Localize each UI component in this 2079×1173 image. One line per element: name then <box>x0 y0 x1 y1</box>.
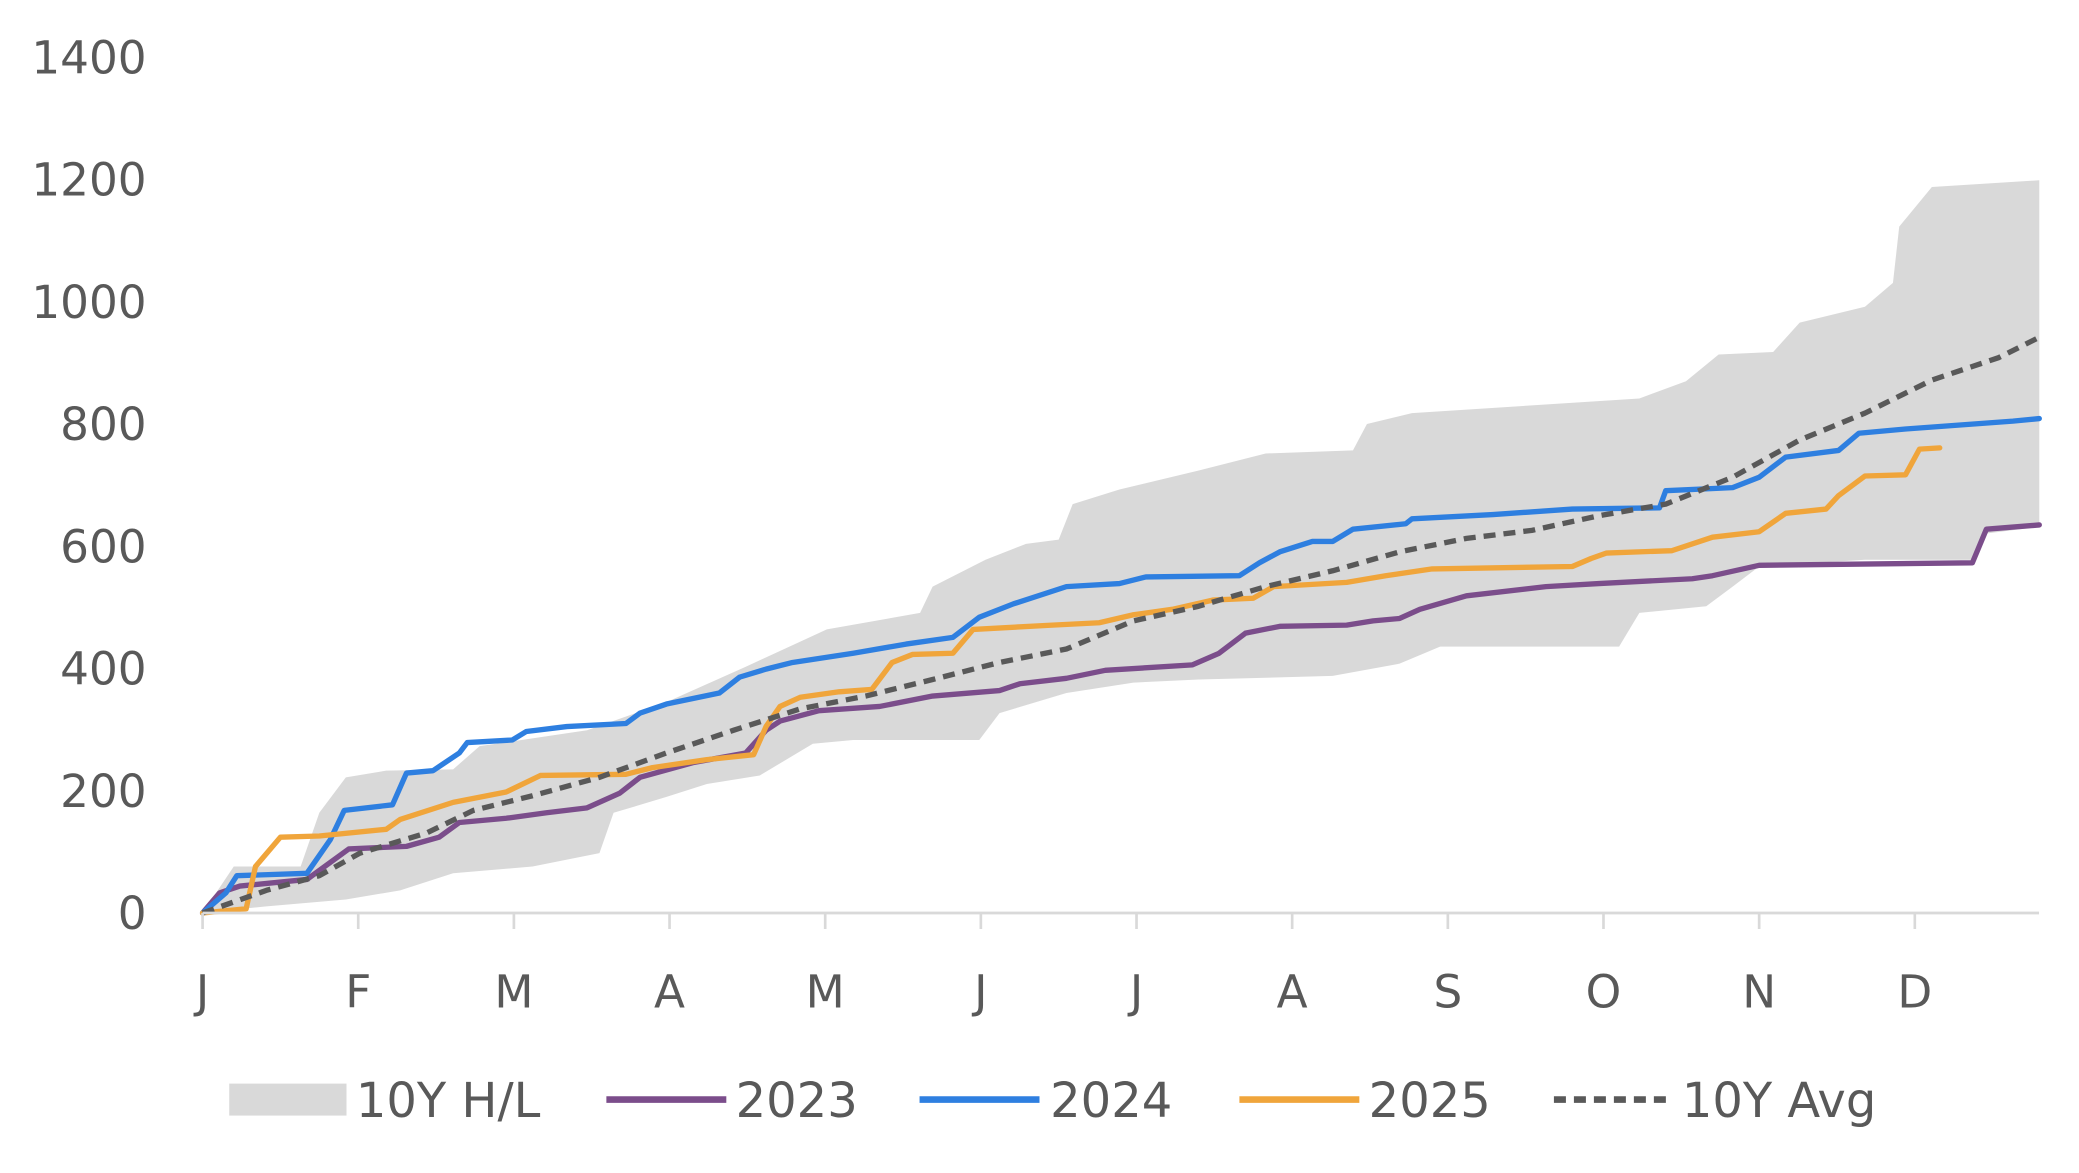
series-line-2025 <box>199 445 1943 916</box>
legend-label-band: 10Y H/L <box>356 1073 541 1129</box>
y-tick-label: 0 <box>118 887 147 940</box>
y-tick-label: 1200 <box>31 154 146 207</box>
x-tick-label: N <box>1742 966 1776 1019</box>
y-tick-label: 1400 <box>31 31 146 84</box>
x-tick-label: J <box>1127 966 1143 1019</box>
y-tick-label: 200 <box>60 765 146 818</box>
band-10y-high-low <box>202 180 2040 914</box>
y-tick-label: 1000 <box>31 276 146 329</box>
series-line-2024 <box>199 415 2042 916</box>
x-tick-label: M <box>806 966 845 1019</box>
x-tick-label: O <box>1586 966 1622 1019</box>
legend: 10Y H/L 2023 2024 2025 10Y Avg <box>229 1073 1876 1129</box>
legend-label-avg: 10Y Avg <box>1682 1073 1876 1129</box>
series-line-2023 <box>199 522 2042 916</box>
y-tick-label: 400 <box>60 643 146 696</box>
series-line-avg <box>201 334 2041 916</box>
legend-label-2025: 2025 <box>1369 1073 1491 1129</box>
x-tick-label: S <box>1433 966 1462 1019</box>
legend-swatch-band <box>229 1083 347 1116</box>
x-tick-label: J <box>971 966 987 1019</box>
x-tick-label: A <box>1277 966 1308 1019</box>
y-tick-label: 600 <box>60 520 146 573</box>
x-tick-label: J <box>193 966 209 1019</box>
y-tick-label: 800 <box>60 398 146 451</box>
x-tick-label: F <box>345 966 371 1019</box>
x-tick-label: D <box>1897 966 1932 1019</box>
legend-label-2023: 2023 <box>736 1073 858 1129</box>
x-tick-label: M <box>494 966 533 1019</box>
legend-label-2024: 2024 <box>1050 1073 1172 1129</box>
x-tick-label: A <box>654 966 685 1019</box>
